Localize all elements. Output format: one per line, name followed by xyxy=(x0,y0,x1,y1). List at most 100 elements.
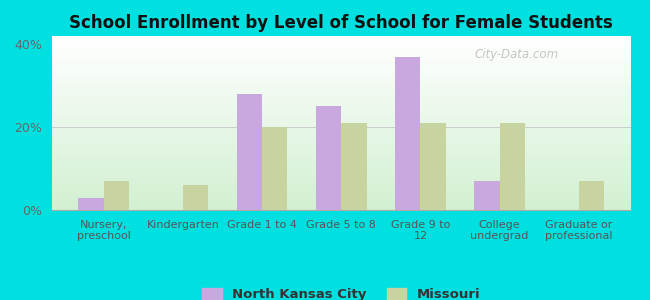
Bar xyxy=(52,149,630,151)
Bar xyxy=(52,64,630,66)
Bar xyxy=(52,100,630,102)
Bar xyxy=(52,184,630,186)
Bar xyxy=(52,121,630,123)
Bar xyxy=(52,52,630,53)
Bar xyxy=(52,153,630,154)
Bar xyxy=(52,88,630,90)
Bar xyxy=(52,158,630,160)
Bar xyxy=(52,151,630,153)
Text: City-Data.com: City-Data.com xyxy=(474,48,558,61)
Bar xyxy=(52,194,630,196)
Bar xyxy=(52,104,630,106)
Bar xyxy=(52,125,630,127)
Title: School Enrollment by Level of School for Female Students: School Enrollment by Level of School for… xyxy=(70,14,613,32)
Bar xyxy=(52,205,630,206)
Bar xyxy=(500,123,525,210)
Bar xyxy=(52,119,630,121)
Bar xyxy=(52,66,630,67)
Bar xyxy=(52,48,630,50)
Bar xyxy=(52,177,630,179)
Bar xyxy=(52,92,630,93)
Bar xyxy=(52,163,630,165)
Bar xyxy=(52,81,630,83)
Bar xyxy=(52,198,630,200)
Bar xyxy=(52,62,630,64)
Bar xyxy=(52,85,630,86)
Bar xyxy=(52,97,630,99)
Bar xyxy=(316,106,341,210)
Bar xyxy=(52,46,630,48)
Bar xyxy=(237,94,262,210)
Bar xyxy=(474,181,500,210)
Bar xyxy=(52,186,630,188)
Bar xyxy=(52,208,630,210)
Bar xyxy=(52,38,630,40)
Bar xyxy=(52,73,630,74)
Bar xyxy=(52,57,630,58)
Bar xyxy=(52,182,630,184)
Bar xyxy=(52,102,630,104)
Bar xyxy=(52,106,630,107)
Legend: North Kansas City, Missouri: North Kansas City, Missouri xyxy=(197,283,486,300)
Bar xyxy=(52,132,630,134)
Bar xyxy=(52,55,630,57)
Bar xyxy=(52,146,630,147)
Bar xyxy=(52,168,630,170)
Bar xyxy=(52,78,630,80)
Bar xyxy=(52,140,630,142)
Bar xyxy=(52,161,630,163)
Bar xyxy=(52,156,630,158)
Bar xyxy=(52,154,630,156)
Bar xyxy=(52,90,630,92)
Bar xyxy=(52,128,630,130)
Bar xyxy=(78,198,103,210)
Bar xyxy=(52,109,630,111)
Bar xyxy=(52,53,630,55)
Bar xyxy=(52,116,630,118)
Bar xyxy=(52,160,630,161)
Bar xyxy=(52,95,630,97)
Bar xyxy=(52,83,630,85)
Bar xyxy=(52,173,630,175)
Bar xyxy=(52,172,630,173)
Bar xyxy=(103,181,129,210)
Bar xyxy=(52,114,630,116)
Bar xyxy=(52,137,630,139)
Bar xyxy=(52,45,630,46)
Bar xyxy=(52,196,630,198)
Bar xyxy=(52,200,630,201)
Bar xyxy=(52,60,630,62)
Bar xyxy=(52,76,630,78)
Bar xyxy=(52,58,630,60)
Bar xyxy=(52,123,630,125)
Bar xyxy=(52,175,630,177)
Bar xyxy=(52,134,630,135)
Bar xyxy=(52,167,630,168)
Bar xyxy=(52,191,630,193)
Bar xyxy=(52,118,630,119)
Bar xyxy=(52,144,630,146)
Bar xyxy=(52,36,630,38)
Bar xyxy=(52,139,630,140)
Bar xyxy=(52,99,630,100)
Bar xyxy=(52,170,630,172)
Bar xyxy=(52,93,630,95)
Bar xyxy=(52,147,630,149)
Bar xyxy=(52,203,630,205)
Bar xyxy=(52,86,630,88)
Bar xyxy=(52,74,630,76)
Bar xyxy=(52,142,630,144)
Bar xyxy=(52,40,630,41)
Bar xyxy=(395,57,421,210)
Bar xyxy=(579,181,604,210)
Bar xyxy=(52,201,630,203)
Bar xyxy=(52,179,630,180)
Bar xyxy=(52,180,630,182)
Bar xyxy=(52,130,630,132)
Bar xyxy=(52,135,630,137)
Bar xyxy=(262,127,287,210)
Bar xyxy=(52,193,630,194)
Bar xyxy=(52,127,630,128)
Bar xyxy=(52,165,630,167)
Bar xyxy=(52,69,630,71)
